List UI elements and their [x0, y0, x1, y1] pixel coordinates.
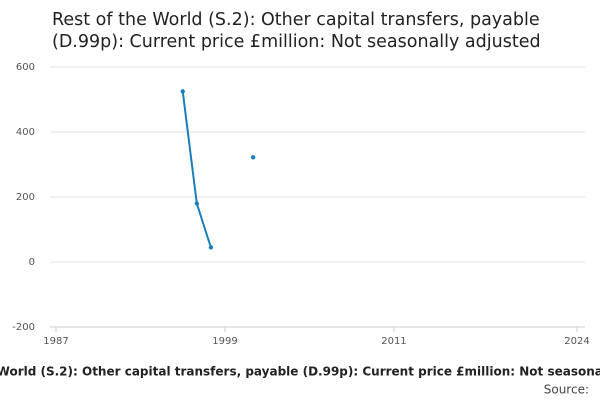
- x-tick-label: 1987: [43, 336, 68, 347]
- line: [181, 91, 212, 248]
- y-tick-label: 200: [16, 192, 35, 203]
- chart-title: (D.99p): Current price £million: Not sea…: [52, 32, 541, 52]
- source: Source:: [544, 383, 589, 397]
- y-tick-label: 0: [29, 257, 35, 268]
- point: [180, 89, 185, 94]
- caption: Rest of the World (S.2): Other capital t…: [0, 365, 600, 379]
- point: [208, 245, 214, 250]
- x-tick-label: 2024: [564, 336, 589, 347]
- point: [250, 155, 256, 160]
- point: [194, 201, 200, 206]
- x-tick-label: 2011: [381, 336, 406, 347]
- y-tick-label: -200: [12, 322, 35, 333]
- y-tick-label: 400: [16, 127, 35, 138]
- y-tick-label: 600: [16, 62, 35, 73]
- x-tick-label: 1999: [212, 336, 237, 347]
- chart-title: Rest of the World (S.2): Other capital t…: [52, 10, 540, 30]
